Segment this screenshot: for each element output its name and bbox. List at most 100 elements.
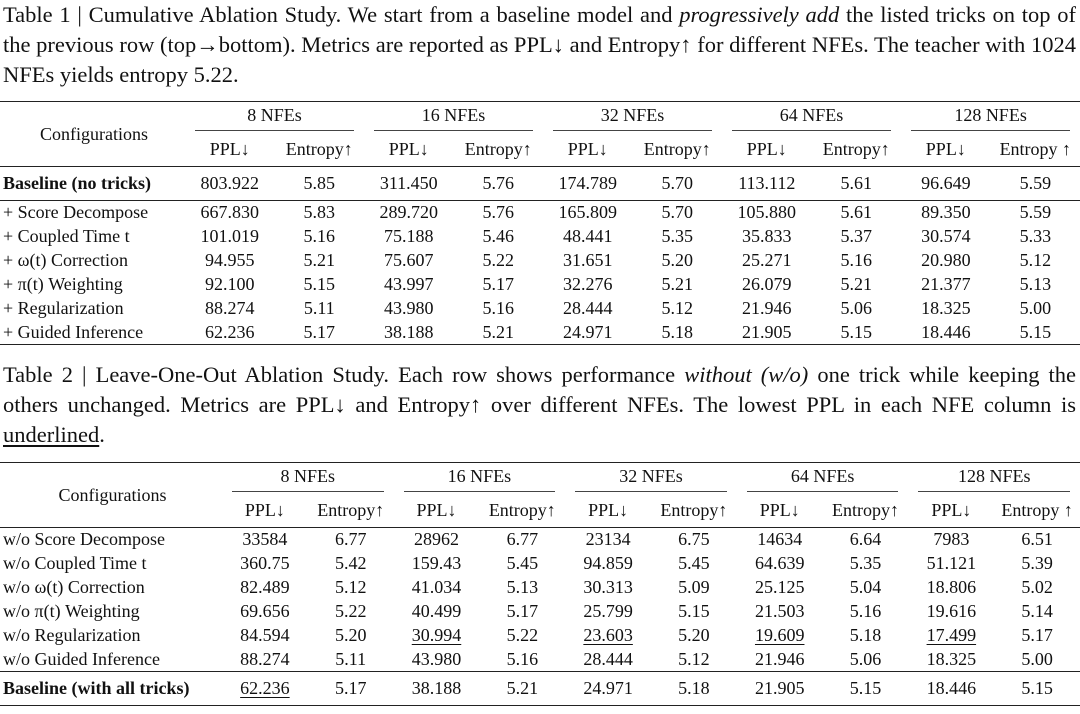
cell-value: 18.446 (921, 321, 971, 342)
table-head: Configurations 8 NFEs 16 NFEs 32 NFEs 64 NFE… (0, 462, 1080, 528)
cell-value: 5.17 (482, 274, 515, 294)
cell-value: 96.649 (901, 166, 991, 201)
cell-value: 5.14 (1021, 601, 1053, 621)
cell-value: 28.444 (563, 298, 613, 318)
group-header: 64 NFEs (732, 105, 892, 131)
caption-underline: underlined (3, 422, 100, 447)
cell-value: 5.70 (661, 202, 694, 223)
cell-value: 289.720 (379, 202, 439, 223)
cell-value: 62.236 (240, 678, 290, 698)
table-head: Configurations 8 NFEs 16 NFEs 32 NFEs 64 NFE… (0, 101, 1080, 167)
cell-value: 5.33 (1019, 226, 1052, 246)
subheader-row: PPL↓ Entropy↑ PPL↓ Entropy↑ PPL↓ Entropy↑ PPL↓… (0, 133, 1080, 167)
group-header: 32 NFEs (553, 105, 713, 131)
subheader: PPL↓ (736, 494, 823, 528)
cell-value: 5.15 (849, 678, 882, 698)
cell-value: 5.17 (1021, 625, 1053, 645)
cell-value: 75.607 (384, 250, 434, 270)
cell: 62.236 (222, 672, 308, 706)
cell-value: 24.971 (563, 321, 613, 342)
subheader: Entropy↑ (274, 133, 365, 167)
group-header: 32 NFEs (575, 466, 727, 492)
cell-value: 5.00 (994, 647, 1080, 672)
caption-emphasis: progressively add (679, 2, 840, 27)
cell-value: 7983 (933, 529, 970, 550)
cell: 17.499 (908, 624, 994, 648)
cell-value: 803.922 (185, 166, 275, 201)
subheader: Entropy↑ (479, 494, 566, 528)
caption-text: the listed tricks on top of the previous… (3, 2, 1077, 87)
subheader: PPL↓ (565, 494, 652, 528)
cell-value: 21.946 (742, 298, 792, 318)
cell: 19.609 (737, 624, 823, 648)
row-label: w/o ω(t) Correction (3, 577, 145, 597)
cell-value: 92.100 (205, 274, 255, 294)
cell-value: 18.806 (926, 577, 977, 597)
cell-value: 17.499 (926, 625, 977, 645)
cell-value: 28962 (414, 529, 459, 550)
subheader: Entropy↑ (822, 494, 909, 528)
cell-value: 43.997 (384, 274, 434, 294)
cell-value: 5.16 (482, 298, 515, 318)
subheader: Entropy↑ (651, 494, 737, 528)
group-header-cell: 32 NFEs (565, 463, 737, 495)
cell-value: 25.125 (754, 577, 805, 597)
cell-value: 41.034 (411, 577, 462, 597)
cell-value: 5.35 (849, 553, 882, 573)
cell-value: 5.45 (506, 553, 539, 573)
cell-value: 113.112 (722, 166, 812, 201)
cell-value: 5.35 (661, 226, 694, 246)
cell-value: 5.06 (822, 647, 909, 672)
cell-value: 5.15 (1019, 321, 1052, 342)
cell-value: 94.859 (583, 553, 633, 573)
cell-value: 5.09 (678, 577, 710, 597)
results-table: Configurations 8 NFEs 16 NFEs 32 NFEs 64 NFE… (0, 101, 1080, 345)
cell-value: 18.325 (908, 647, 995, 672)
cell-value: 21.905 (742, 321, 792, 342)
cell-value: 5.16 (303, 226, 336, 246)
table-row: w/o ω(t) Correction 82.489 5.12 41.034 5.13 3… (0, 576, 1080, 600)
caption-text: Table 1 | Cumulative Ablation Study. We … (3, 2, 680, 27)
group-header-cell: 8 NFEs (185, 102, 364, 134)
subheader: Entropy↑ (307, 494, 394, 528)
row-label: Baseline (no tricks) (0, 166, 185, 201)
cell-value: 82.489 (240, 577, 290, 597)
cell-value: 5.17 (506, 601, 539, 621)
table-row: w/o π(t) Weighting 69.656 5.22 40.499 5.17 25… (0, 600, 1080, 624)
config-header: Configurations (0, 462, 222, 528)
cell-value: 5.12 (1019, 250, 1052, 270)
cell-value: 5.37 (840, 226, 873, 246)
table-row: w/o Coupled Time t 360.75 5.42 159.43 5.45 94… (0, 552, 1080, 576)
cell-value: 23134 (585, 529, 631, 550)
group-header-row: Configurations 8 NFEs 16 NFEs 32 NFEs 64 NFE… (0, 101, 1080, 167)
row-label: w/o Guided Inference (0, 647, 222, 672)
cell-value: 30.994 (411, 625, 462, 645)
table-row: w/o Regularization 84.594 5.20 30.994 5.22 23… (0, 624, 1080, 648)
table-row: + ω(t) Correction 94.955 5.21 75.607 5.22 31.… (0, 249, 1080, 273)
row-label: Baseline (with all tricks) (3, 678, 190, 698)
group-header: 64 NFEs (746, 466, 899, 492)
subheader: PPL↓ (722, 133, 812, 167)
subheader-row: PPL↓ Entropy↑ PPL↓ Entropy↑ PPL↓ Entropy↑ PPL↓… (0, 494, 1080, 528)
table-row: + π(t) Weighting 92.100 5.15 43.997 5.17 32.2… (0, 273, 1080, 297)
cell-value: 26.079 (742, 274, 792, 294)
group-header: 8 NFEs (232, 466, 384, 492)
cell-value: 5.46 (482, 226, 515, 246)
group-header-cell: 64 NFEs (737, 463, 909, 495)
row-label: w/o π(t) Weighting (3, 601, 140, 621)
cell-value: 5.20 (334, 625, 367, 645)
subheader: PPL↓ (393, 494, 480, 528)
cell-value: 5.16 (849, 601, 882, 621)
table-row: Baseline (with all tricks) 62.236 5.17 38.1… (0, 672, 1080, 706)
cell-value: 5.15 (1021, 678, 1053, 698)
cell-value: 360.75 (240, 553, 290, 573)
group-header: 128 NFEs (911, 105, 1071, 131)
row-label: + π(t) Weighting (3, 274, 123, 294)
cell-value: 88.274 (222, 647, 308, 672)
cell-value: 165.809 (558, 202, 618, 223)
table-caption: Table 2 | Leave-One-Out Ablation Study. … (3, 360, 1076, 450)
cell-value: 5.59 (990, 166, 1080, 201)
group-header: 16 NFEs (374, 105, 534, 131)
cell-value: 5.16 (840, 250, 873, 270)
caption-emphasis: without (w/o) (684, 362, 809, 387)
